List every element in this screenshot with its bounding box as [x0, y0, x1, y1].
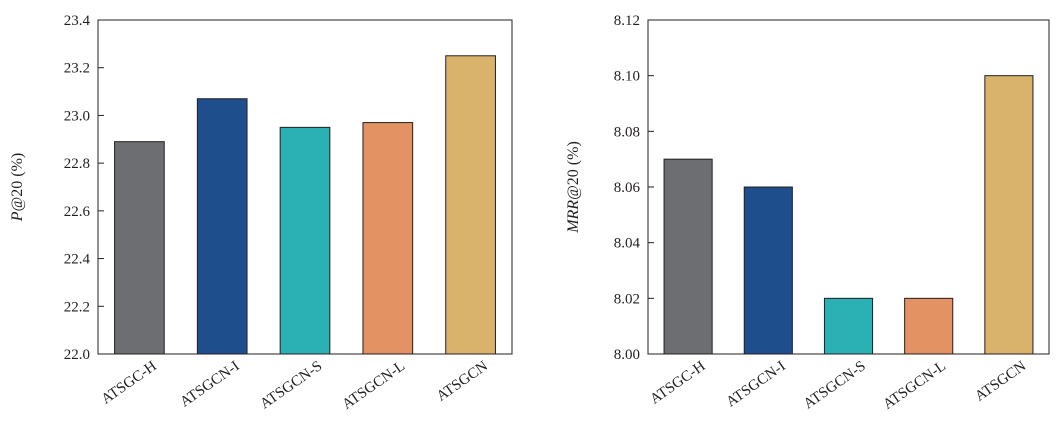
y-tick-label: 22.8 — [64, 156, 90, 172]
y-tick-label: 8.10 — [614, 69, 640, 85]
x-category-label: ATSGCN-I — [723, 358, 788, 410]
bar-atsgcn — [445, 55, 496, 355]
y-tick-label: 8.00 — [614, 347, 640, 363]
x-category-label: ATSGC-H — [647, 358, 708, 408]
y-tick-label: 23.0 — [64, 108, 90, 124]
x-category-label: ATSGCN-L — [340, 358, 409, 413]
bar-atsgcn-s — [279, 126, 331, 355]
y-tick-label: 22.6 — [64, 204, 91, 220]
y-tick-label: 22.4 — [64, 252, 91, 268]
bar-atsgcn-i — [743, 186, 793, 355]
x-category-label: ATSGCN-S — [257, 358, 325, 412]
y-tick-label: 22.0 — [64, 347, 90, 363]
y-tick-label: 23.2 — [64, 61, 90, 77]
mrr-at-20-bar-chart: 8.00 8.02 8.04 8.06 8.08 8.10 8.12 ATSGC-H ATSGC… — [565, 13, 1050, 413]
y-axis-title: P@20 (%) — [9, 153, 26, 223]
y-tick-label: 8.04 — [614, 236, 641, 252]
y-axis-title: MRR@20 (%) — [565, 141, 582, 234]
bar-atsgcn-i — [196, 98, 248, 355]
bar-atsgcn-s — [823, 297, 874, 355]
y-tick-label: 23.4 — [64, 13, 91, 29]
y-tick-label: 8.12 — [614, 13, 640, 29]
x-category-label: ATSGCN-L — [880, 358, 949, 413]
bar-atsgcn-l — [362, 122, 414, 355]
bar-atsgcn — [984, 75, 1034, 355]
y-tick-label: 8.02 — [614, 291, 640, 307]
y-tick-label: 8.08 — [614, 124, 640, 140]
x-category-label: ATSGCN-I — [177, 358, 242, 410]
bar-atsgcn-l — [904, 297, 954, 355]
x-category-label: ATSGC-H — [99, 358, 160, 408]
x-category-label: ATSGCN-S — [801, 358, 869, 412]
bar-atsgc-h — [114, 141, 165, 355]
y-tick-label: 22.2 — [64, 299, 90, 315]
bar-atsgc-h — [663, 158, 713, 355]
y-tick-label: 8.06 — [614, 180, 641, 196]
x-category-label: ATSGCN — [434, 358, 491, 405]
x-category-label: ATSGCN — [972, 358, 1029, 405]
plot-frame — [97, 19, 513, 355]
p-at-20-bar-chart: 22.0 22.2 22.4 22.6 22.8 23.0 23.2 23.4 ATSGC-H A… — [9, 13, 513, 413]
